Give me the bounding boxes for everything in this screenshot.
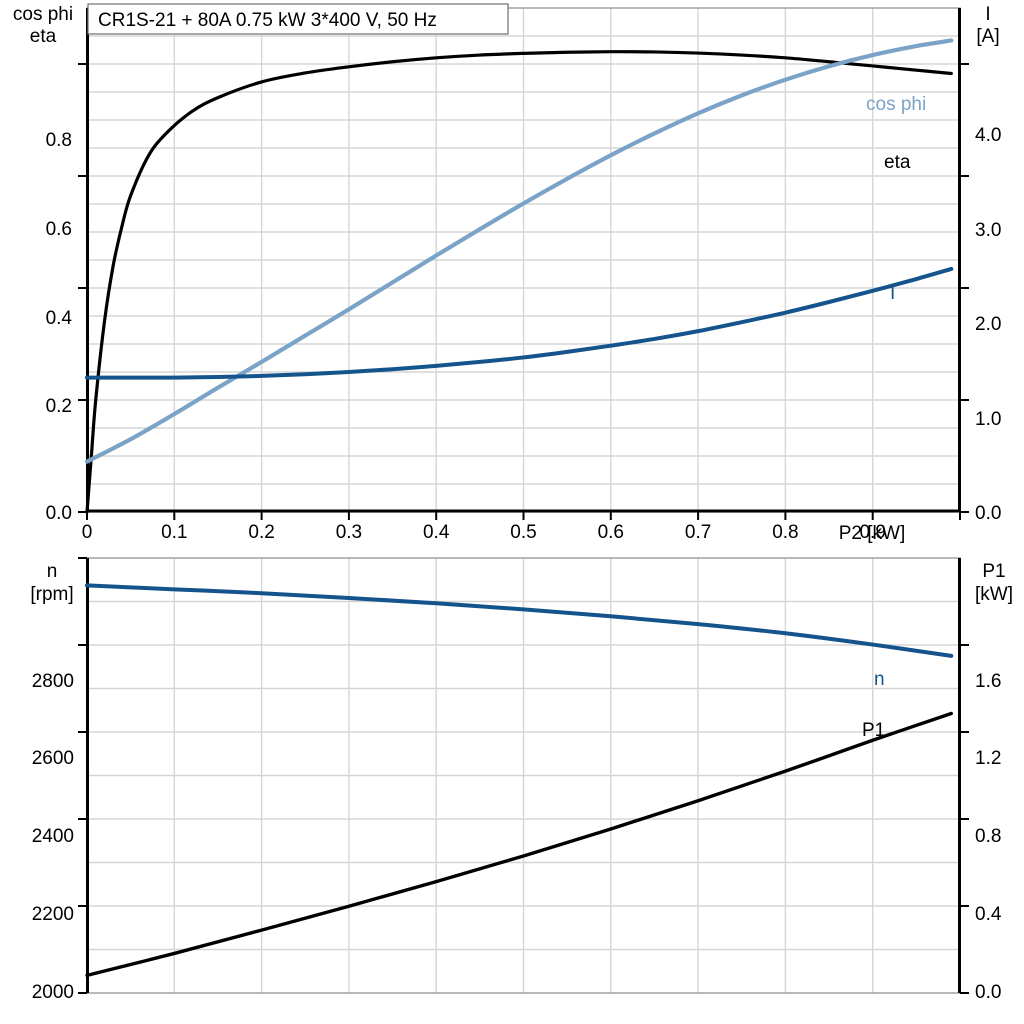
top-xtick-8: 0.8	[772, 522, 798, 543]
top-left-ytick-2: 0.4	[46, 308, 73, 329]
top-left-ytick-0: 0.8	[46, 130, 72, 151]
bottom-left-axis-title-line1: n	[47, 561, 58, 582]
top-right-ytick-3: 1.0	[975, 409, 1001, 430]
pump-performance-chart-page: CR1S-21 + 80A 0.75 kW 3*400 V, 50 Hz cos…	[0, 0, 1024, 1024]
bottom-left-ytick-0: 2800	[32, 671, 74, 692]
top-left-ytick-1: 0.6	[46, 219, 72, 240]
top-xtick-1: 0.1	[161, 522, 187, 543]
bottom-left-axis-title-line2: [rpm]	[30, 584, 73, 605]
speed-curve-label: n	[874, 669, 885, 690]
top-xtick-0: 0	[82, 522, 93, 543]
top-right-ytick-2: 2.0	[975, 314, 1001, 335]
top-xtick-7: 0.7	[685, 522, 711, 543]
chart-title: CR1S-21 + 80A 0.75 kW 3*400 V, 50 Hz	[98, 10, 437, 31]
current-curve-label: I	[890, 283, 895, 304]
top-chart-panel: CR1S-21 + 80A 0.75 kW 3*400 V, 50 Hz cos…	[0, 0, 1024, 548]
eta-curve-label: eta	[884, 152, 911, 173]
top-right-axis-title-line1: I	[985, 4, 990, 25]
bottom-chart-panel: n [rpm] P1 [kW] 2800 2600 2400 2200 2000…	[0, 548, 1024, 1024]
top-xtick-4: 0.4	[423, 522, 450, 543]
top-xtick-2: 0.2	[248, 522, 274, 543]
top-xtick-5: 0.5	[510, 522, 536, 543]
bottom-left-ytick-2: 2400	[32, 826, 74, 847]
top-right-ytick-4: 0.0	[975, 503, 1001, 524]
top-left-ytick-4: 0.0	[46, 503, 72, 524]
top-x-axis-title: P2 [kW]	[839, 523, 906, 544]
top-left-ytick-3: 0.2	[46, 396, 72, 417]
cos-phi-curve-label: cos phi	[866, 94, 926, 115]
bottom-right-ytick-3: 0.4	[975, 904, 1002, 925]
top-right-ytick-0: 4.0	[975, 125, 1001, 146]
top-right-axis-title-line2: [A]	[976, 26, 999, 47]
bottom-left-ytick-3: 2200	[32, 904, 74, 925]
bottom-right-ytick-1: 1.2	[975, 748, 1001, 769]
top-xtick-6: 0.6	[598, 522, 624, 543]
top-chart-x-tick-labels: 00.10.20.30.40.50.60.70.80.9	[82, 522, 886, 543]
bottom-right-ytick-0: 1.6	[975, 671, 1001, 692]
top-left-axis-title-line1: cos phi	[13, 4, 73, 25]
bottom-right-ytick-2: 0.8	[975, 826, 1001, 847]
bottom-right-axis-title-line2: [kW]	[975, 584, 1013, 605]
bottom-right-axis-title-line1: P1	[982, 561, 1005, 582]
bottom-left-ytick-4: 2000	[32, 982, 74, 1003]
top-left-axis-title-line2: eta	[30, 26, 57, 47]
top-right-ytick-1: 3.0	[975, 220, 1001, 241]
bottom-left-ytick-1: 2600	[32, 748, 74, 769]
top-xtick-3: 0.3	[336, 522, 362, 543]
power-curve-label: P1	[862, 720, 885, 741]
bottom-right-ytick-4: 0.0	[975, 982, 1001, 1003]
